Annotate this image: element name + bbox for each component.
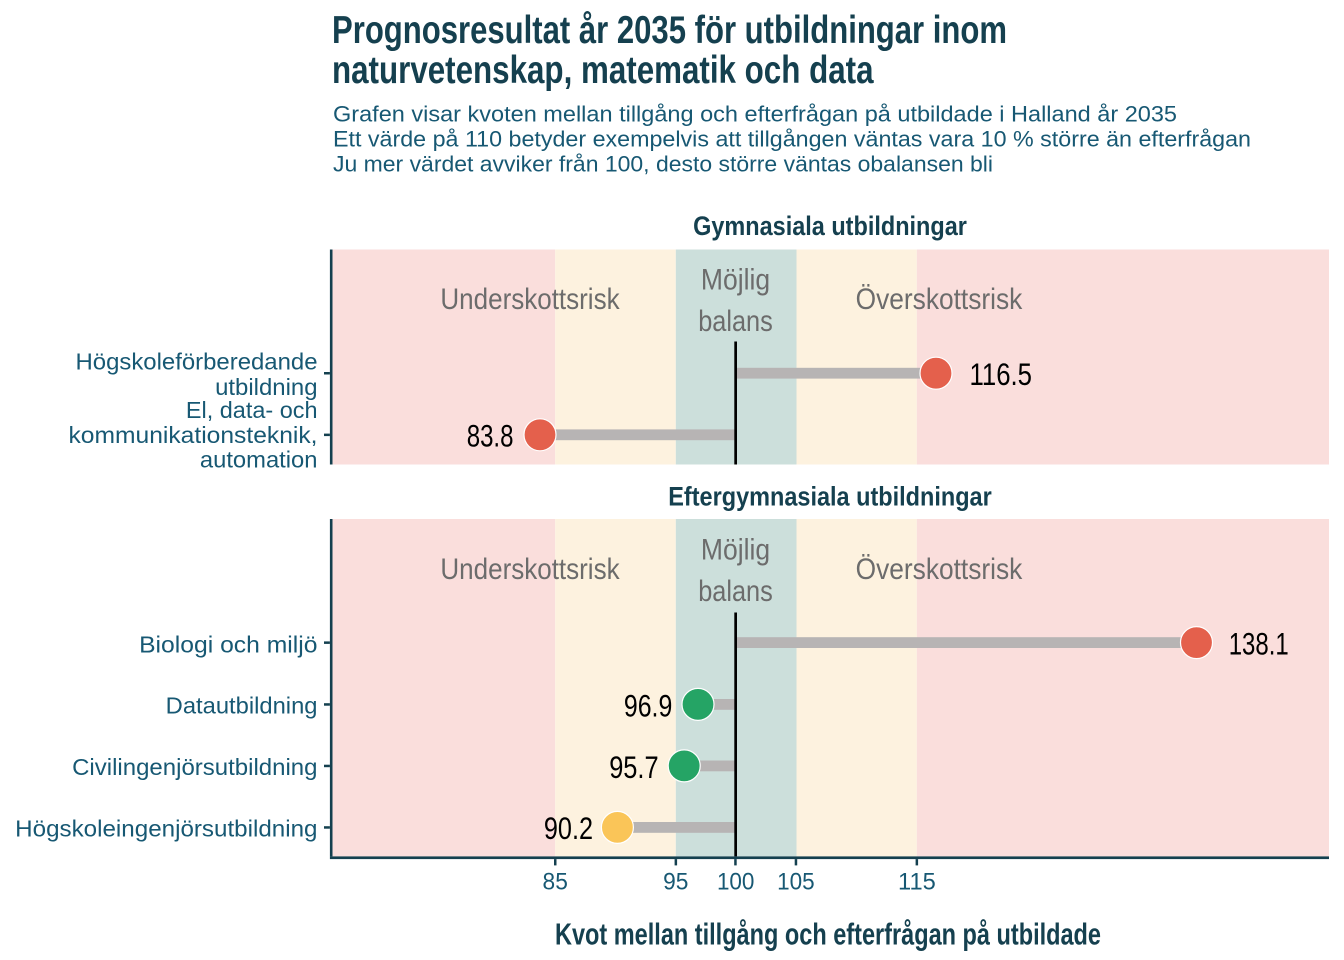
svg-text:Ju mer värdet avviker från 100: Ju mer värdet avviker från 100, desto st… (333, 152, 993, 177)
svg-text:138.1: 138.1 (1229, 626, 1289, 662)
svg-text:Civilingenjörsutbildning: Civilingenjörsutbildning (72, 754, 317, 780)
svg-text:Gymnasiala utbildningar: Gymnasiala utbildningar (693, 211, 967, 241)
svg-text:Underskottsrisk: Underskottsrisk (440, 283, 620, 316)
svg-text:116.5: 116.5 (970, 356, 1033, 392)
svg-text:83.8: 83.8 (467, 418, 514, 454)
svg-text:Biologi och miljö: Biologi och miljö (139, 631, 317, 657)
svg-text:automation: automation (200, 447, 318, 473)
svg-text:balans: balans (698, 305, 773, 338)
svg-text:Högskoleingenjörsutbildning: Högskoleingenjörsutbildning (15, 815, 317, 841)
svg-text:96.9: 96.9 (624, 687, 672, 723)
svg-text:El, data- och: El, data- och (186, 397, 318, 423)
svg-text:100: 100 (717, 869, 755, 896)
svg-text:115: 115 (898, 869, 936, 896)
svg-text:Underskottsrisk: Underskottsrisk (440, 553, 620, 586)
svg-text:Ett värde på 110 betyder exemp: Ett värde på 110 betyder exempelvis att … (333, 127, 1251, 152)
svg-text:Högskoleförberedande: Högskoleförberedande (76, 349, 318, 375)
svg-text:Överskottsrisk: Överskottsrisk (856, 553, 1024, 586)
svg-text:85: 85 (543, 869, 568, 896)
svg-text:Prognosresultat år 2035 för ut: Prognosresultat år 2035 för utbildningar… (332, 9, 1007, 52)
svg-text:kommunikationsteknik,: kommunikationsteknik, (69, 422, 318, 448)
svg-text:95.7: 95.7 (609, 749, 658, 785)
svg-text:naturvetenskap, matematik och: naturvetenskap, matematik och data (332, 49, 874, 92)
svg-text:Grafen visar kvoten mellan til: Grafen visar kvoten mellan tillgång och … (333, 101, 1177, 126)
svg-text:95: 95 (663, 869, 688, 896)
svg-text:Möjlig: Möjlig (701, 264, 770, 297)
svg-text:Datautbildning: Datautbildning (166, 692, 318, 718)
svg-text:Eftergymnasiala utbildningar: Eftergymnasiala utbildningar (668, 481, 992, 511)
svg-text:90.2: 90.2 (544, 810, 593, 846)
svg-text:Möjlig: Möjlig (701, 534, 770, 567)
svg-text:utbildning: utbildning (215, 374, 317, 400)
svg-text:Överskottsrisk: Överskottsrisk (856, 283, 1024, 316)
svg-text:balans: balans (698, 575, 773, 608)
svg-text:Kvot mellan tillgång och efter: Kvot mellan tillgång och efterfrågan på … (555, 917, 1101, 952)
svg-text:105: 105 (777, 869, 815, 896)
